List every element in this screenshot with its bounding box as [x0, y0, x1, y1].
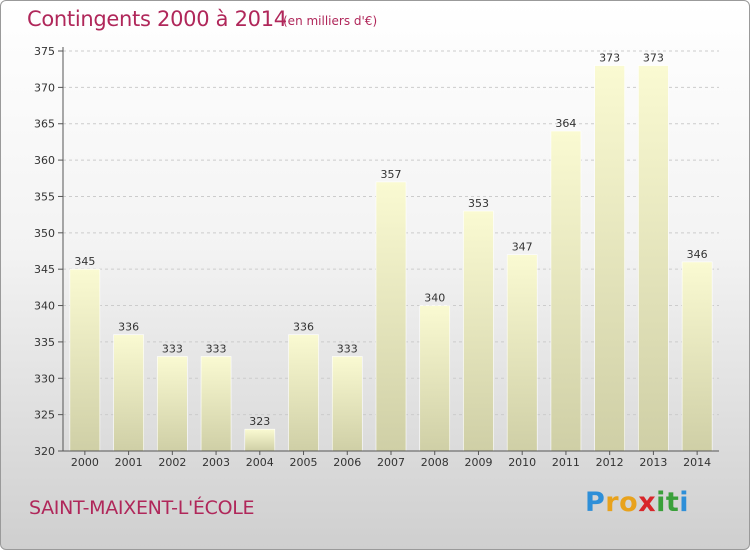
- y-tick-label: 330: [34, 372, 55, 385]
- data-label: 333: [206, 342, 227, 355]
- x-tick-label: 2004: [246, 456, 274, 469]
- y-tick-label: 340: [34, 300, 55, 313]
- x-tick-label: 2013: [639, 456, 667, 469]
- y-tick-label: 320: [34, 445, 55, 458]
- x-tick-label: 2008: [421, 456, 449, 469]
- x-tick-label: 2010: [508, 456, 536, 469]
- x-tick-label: 2002: [158, 456, 186, 469]
- commune-name: SAINT-MAIXENT-L'ÉCOLE: [29, 497, 255, 519]
- bar: [331, 356, 363, 452]
- y-tick-label: 370: [34, 81, 55, 94]
- y-tick-label: 365: [34, 118, 55, 131]
- bar: [113, 334, 144, 452]
- bars: [69, 65, 713, 452]
- data-label: 336: [293, 321, 314, 334]
- x-tick-label: 2003: [202, 456, 230, 469]
- bar: [594, 65, 625, 452]
- bar: [288, 334, 319, 452]
- data-label: 364: [555, 117, 576, 130]
- bar: [550, 130, 582, 452]
- x-tick-label: 2009: [464, 456, 492, 469]
- logo-letter: o: [619, 487, 639, 518]
- x-tick-label: 2014: [683, 456, 711, 469]
- y-tick-label: 360: [34, 154, 55, 167]
- bar: [681, 261, 713, 452]
- data-label: 357: [381, 168, 402, 181]
- x-tick-label: 2011: [552, 456, 580, 469]
- data-label: 353: [468, 197, 489, 210]
- proxiti-logo[interactable]: Proxiti: [585, 487, 689, 518]
- data-label: 345: [74, 255, 95, 268]
- data-label: 336: [118, 321, 139, 334]
- x-tick-label: 2012: [596, 456, 624, 469]
- y-tick-label: 325: [34, 409, 55, 422]
- data-label: 346: [687, 248, 708, 261]
- data-label: 373: [643, 52, 664, 65]
- y-tick-label: 345: [34, 263, 55, 276]
- y-tick-label: 375: [34, 45, 55, 58]
- x-tick-label: 2007: [377, 456, 405, 469]
- data-label: 333: [337, 342, 358, 355]
- bar: [419, 305, 451, 452]
- y-tick-label: 335: [34, 336, 55, 349]
- chart-title: Contingents 2000 à 2014: [27, 7, 287, 31]
- bar: [506, 254, 538, 452]
- bar: [375, 181, 407, 452]
- bar: [200, 356, 232, 452]
- data-labels: 345 336 333 333 323 336 333 357 340 353 347 364 373 3…: [74, 52, 707, 429]
- bar: [638, 65, 669, 452]
- axes: 320 325 330 335 340 345 350 355 360 365 370 375 2000…: [34, 45, 719, 469]
- bar: [463, 210, 494, 452]
- x-tick-label: 2005: [290, 456, 318, 469]
- logo-letter: P: [585, 487, 606, 518]
- y-tick-label: 355: [34, 190, 55, 203]
- bar: [157, 356, 188, 452]
- bar: [69, 268, 101, 452]
- logo-letter: r: [605, 487, 620, 518]
- x-tick-label: 2001: [115, 456, 143, 469]
- logo-letter: i: [679, 487, 690, 518]
- data-label: 340: [424, 292, 445, 305]
- data-label: 347: [512, 241, 533, 254]
- logo-letter: t: [665, 487, 680, 518]
- x-tick-label: 2000: [71, 456, 99, 469]
- bar: [244, 428, 276, 452]
- data-label: 333: [162, 342, 183, 355]
- chart-subtitle: (en milliers d'€): [283, 14, 378, 28]
- data-label: 323: [249, 415, 270, 428]
- x-tick-label: 2006: [333, 456, 361, 469]
- y-tick-label: 350: [34, 227, 55, 240]
- logo-letter: i: [656, 487, 666, 518]
- logo-letter: x: [638, 487, 657, 518]
- data-label: 373: [599, 52, 620, 65]
